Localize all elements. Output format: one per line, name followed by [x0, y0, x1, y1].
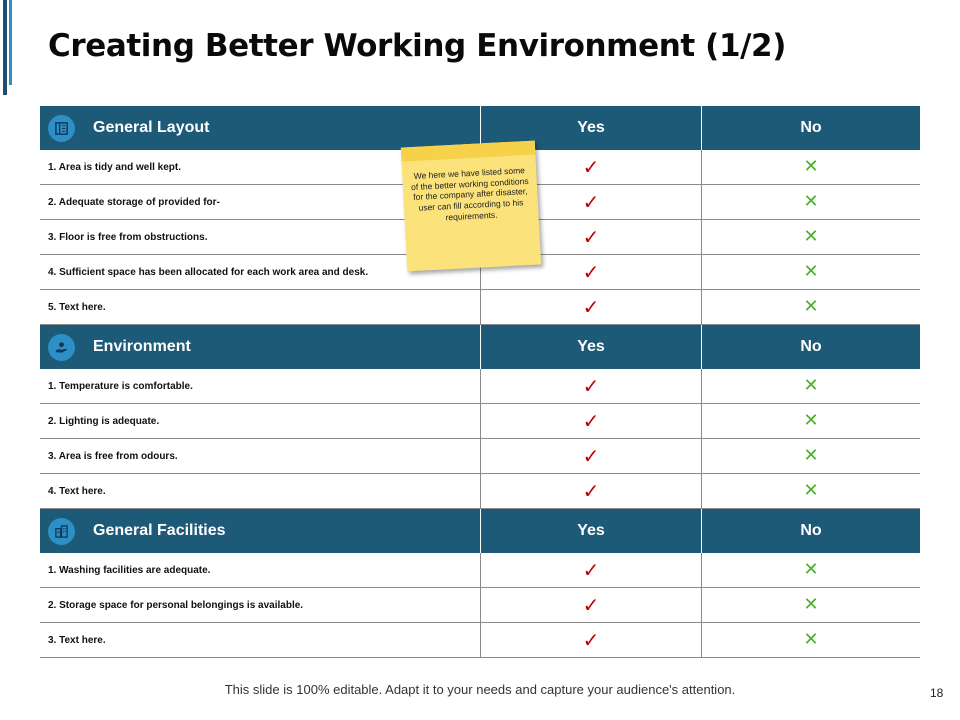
check-icon[interactable]: ✓ — [582, 409, 600, 433]
cross-icon[interactable]: ✕ — [803, 226, 819, 247]
check-icon[interactable]: ✓ — [582, 155, 600, 179]
book-icon — [48, 114, 75, 142]
section-title: General Facilities — [93, 522, 226, 539]
section-header-general-facilities: General Facilities Yes No — [40, 509, 920, 553]
table-row: 1. Temperature is comfortable. ✓ ✕ — [40, 369, 920, 404]
accent-bar-light — [9, 0, 12, 85]
section-header-environment: Environment Yes No — [40, 325, 920, 369]
check-icon[interactable]: ✓ — [582, 444, 600, 468]
yes-column-header: Yes — [480, 106, 701, 150]
check-icon[interactable]: ✓ — [582, 295, 600, 319]
check-icon[interactable]: ✓ — [582, 190, 600, 214]
cross-icon[interactable]: ✕ — [803, 480, 819, 501]
section-title: Environment — [93, 338, 191, 355]
cross-icon[interactable]: ✕ — [803, 559, 819, 580]
check-icon[interactable]: ✓ — [582, 374, 600, 398]
sticky-note-text: We here we have listed some of the bette… — [410, 165, 529, 222]
building-icon — [48, 517, 75, 545]
yes-column-header: Yes — [480, 509, 701, 553]
item-text: 2. Lighting is adequate. — [48, 415, 160, 427]
check-icon[interactable]: ✓ — [582, 479, 600, 503]
checklist-table: General Layout Yes No 1. Area is tidy an… — [40, 106, 920, 658]
item-text: 3. Area is free from odours. — [48, 450, 178, 462]
no-column-header: No — [701, 106, 920, 150]
cross-icon[interactable]: ✕ — [803, 410, 819, 431]
yes-column-header: Yes — [480, 325, 701, 369]
item-text: 4. Text here. — [48, 485, 106, 497]
item-text: 1. Washing facilities are adequate. — [48, 564, 211, 576]
cross-icon[interactable]: ✕ — [803, 375, 819, 396]
page-number: 18 — [930, 686, 944, 700]
cross-icon[interactable]: ✕ — [803, 191, 819, 212]
table-row: 1. Washing facilities are adequate. ✓ ✕ — [40, 553, 920, 588]
check-icon[interactable]: ✓ — [582, 628, 600, 652]
no-column-header: No — [701, 325, 920, 369]
table-row: 5. Text here. ✓ ✕ — [40, 290, 920, 325]
table-row: 3. Area is free from odours. ✓ ✕ — [40, 439, 920, 474]
accent-bar — [3, 0, 7, 95]
item-text: 4. Sufficient space has been allocated f… — [48, 266, 369, 278]
section-title: General Layout — [93, 119, 210, 136]
table-row: 4. Text here. ✓ ✕ — [40, 474, 920, 509]
sticky-note[interactable]: We here we have listed some of the bette… — [400, 140, 542, 272]
cross-icon[interactable]: ✕ — [803, 156, 819, 177]
cross-icon[interactable]: ✕ — [803, 629, 819, 650]
table-row: 2. Lighting is adequate. ✓ ✕ — [40, 404, 920, 439]
cross-icon[interactable]: ✕ — [803, 296, 819, 317]
table-row: 2. Storage space for personal belongings… — [40, 588, 920, 623]
footer-text: This slide is 100% editable. Adapt it to… — [224, 682, 736, 697]
item-text: 1. Area is tidy and well kept. — [48, 161, 182, 173]
slide-title: Creating Better Working Environment (1/2… — [48, 28, 786, 64]
cross-icon[interactable]: ✕ — [803, 445, 819, 466]
cross-icon[interactable]: ✕ — [803, 594, 819, 615]
check-icon[interactable]: ✓ — [582, 260, 600, 284]
check-icon[interactable]: ✓ — [582, 558, 600, 582]
item-text: 2. Storage space for personal belongings… — [48, 599, 304, 611]
table-row: 3. Text here. ✓ ✕ — [40, 623, 920, 658]
item-text: 3. Text here. — [48, 634, 106, 646]
cross-icon[interactable]: ✕ — [803, 261, 819, 282]
no-column-header: No — [701, 509, 920, 553]
item-text: 5. Text here. — [48, 301, 106, 313]
hand-plant-icon — [48, 333, 75, 361]
item-text: 3. Floor is free from obstructions. — [48, 231, 208, 243]
item-text: 1. Temperature is comfortable. — [48, 380, 193, 392]
item-text: 2. Adequate storage of provided for- — [48, 196, 220, 208]
check-icon[interactable]: ✓ — [582, 225, 600, 249]
check-icon[interactable]: ✓ — [582, 593, 600, 617]
